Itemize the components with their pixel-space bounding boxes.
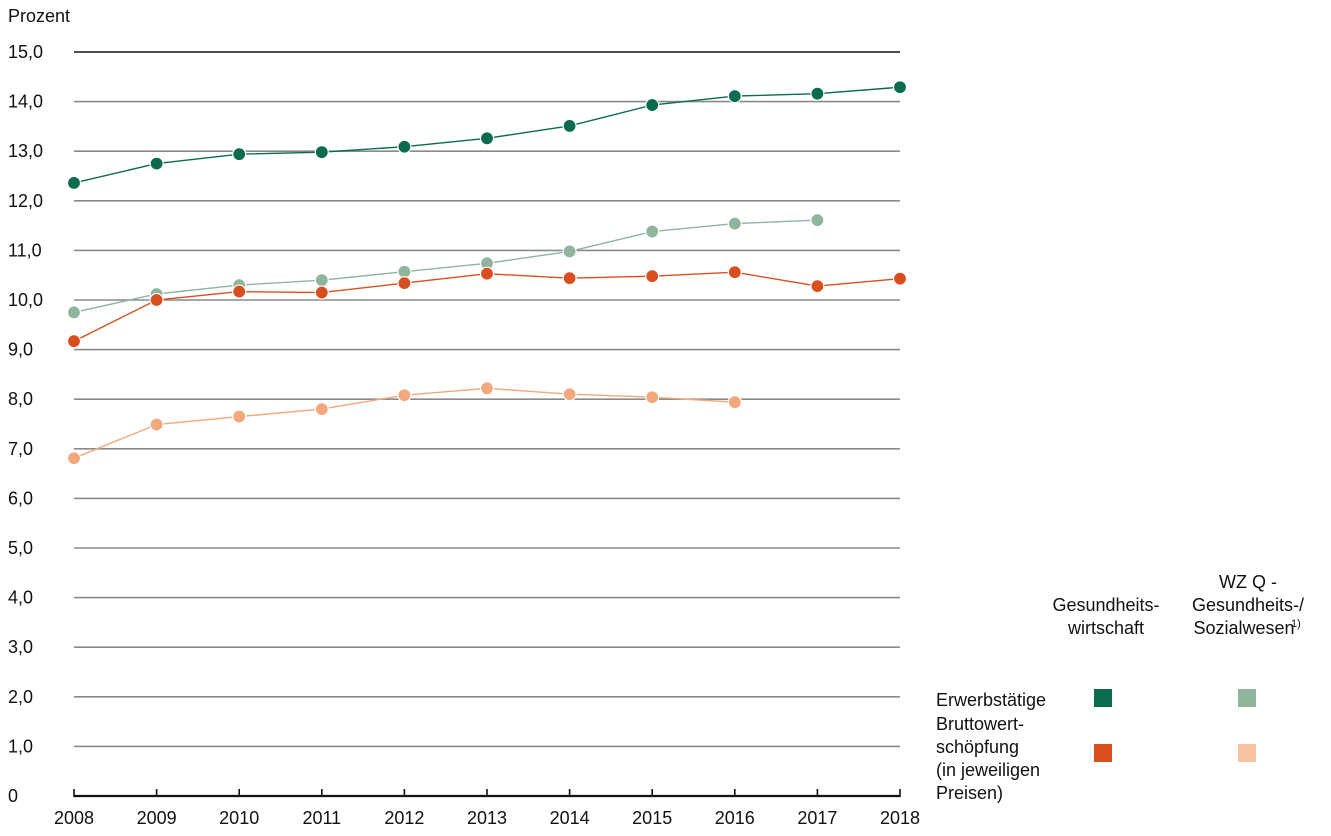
data-point-series-2 — [562, 244, 577, 259]
x-tick-label: 2012 — [384, 808, 424, 828]
series-line-2 — [73, 219, 818, 314]
y-tick-label: 6,0 — [8, 488, 33, 508]
x-tick-label: 2010 — [219, 808, 259, 828]
x-tick-label: 2013 — [467, 808, 507, 828]
data-point-series-3 — [479, 266, 495, 281]
x-tick-label: 2015 — [632, 808, 672, 828]
data-point-series-3 — [810, 279, 825, 294]
data-point-series-3 — [727, 265, 742, 280]
y-tick-label: 10,0 — [8, 290, 43, 310]
x-tick-label: 2017 — [797, 808, 837, 828]
y-tick-label: 14,0 — [8, 92, 43, 112]
legend-row-bws-line3: (in jeweiligen — [936, 760, 1040, 780]
x-tick-label: 2008 — [54, 808, 94, 828]
x-tick-label: 2014 — [550, 808, 590, 828]
data-point-series-2 — [727, 216, 742, 231]
legend-swatch-erwerbstaetige-wzq — [1238, 689, 1256, 707]
legend-header-wzq-line1: WZ Q - — [1219, 572, 1277, 592]
y-tick-label: 13,0 — [8, 141, 43, 161]
legend-swatch-bws-gesundheitswirtschaft — [1094, 744, 1112, 762]
y-tick-label: 5,0 — [8, 538, 33, 558]
axes: 0 1,0 2,0 3,0 4,0 5,0 6,0 7,0 8,0 9,0 10,0 11,0 12,0… — [8, 42, 920, 828]
data-point-series-3 — [66, 334, 82, 349]
y-tick-label: 12,0 — [8, 191, 43, 211]
data-point-series-3 — [892, 271, 908, 286]
data-point-series-2 — [314, 273, 329, 288]
x-tick-label: 2016 — [715, 808, 755, 828]
legend-header-wzq-line3: Sozialwesen — [1193, 618, 1294, 638]
data-points — [66, 80, 908, 466]
data-point-series-1 — [810, 86, 825, 101]
series-line-3 — [73, 271, 901, 342]
data-point-series-4 — [562, 387, 577, 402]
data-point-series-3 — [232, 284, 247, 299]
legend-row-bws-line1: Bruttowert- — [936, 714, 1024, 734]
data-point-series-1 — [232, 147, 247, 162]
data-point-series-3 — [645, 269, 660, 284]
y-axis-unit-label: Prozent — [8, 6, 70, 26]
data-point-series-4 — [314, 402, 329, 417]
data-point-series-4 — [645, 390, 660, 405]
data-point-series-1 — [645, 97, 660, 113]
y-tick-label: 0 — [8, 786, 18, 806]
x-tick-label: 2018 — [880, 808, 920, 828]
data-point-series-1 — [892, 80, 908, 95]
y-tick-label: 2,0 — [8, 687, 33, 707]
y-tick-label: 4,0 — [8, 588, 33, 608]
grid-lines — [74, 100, 900, 748]
y-tick-label: 15,0 — [8, 42, 43, 62]
data-point-series-3 — [314, 285, 329, 300]
y-tick-label: 11,0 — [8, 240, 42, 260]
y-tick-label: 8,0 — [8, 389, 33, 409]
data-point-series-4 — [727, 395, 742, 410]
data-point-series-2 — [810, 213, 825, 228]
data-point-series-2 — [645, 224, 660, 239]
x-tick-label: 2011 — [302, 808, 341, 828]
data-point-series-1 — [66, 175, 82, 191]
y-tick-label: 1,0 — [8, 736, 33, 756]
data-point-series-4 — [149, 417, 164, 432]
legend-row-bws-line4: Preisen) — [936, 783, 1003, 803]
legend-header-wzq-line2: Gesundheits-/ — [1192, 595, 1304, 615]
data-point-series-1 — [479, 131, 495, 146]
data-point-series-1 — [562, 118, 577, 134]
data-point-series-1 — [314, 145, 329, 160]
y-tick-label: 9,0 — [8, 340, 33, 360]
y-tick-label: 7,0 — [8, 439, 33, 459]
data-point-series-4 — [479, 381, 495, 396]
data-point-series-3 — [149, 292, 164, 308]
data-point-series-1 — [397, 139, 412, 154]
data-point-series-1 — [727, 89, 742, 104]
legend-header-gesundheitswirtschaft-line2: wirtschaft — [1067, 618, 1144, 638]
legend-row-erwerbstaetige: Erwerbstätige — [936, 690, 1046, 710]
data-point-series-4 — [66, 451, 82, 466]
data-point-series-3 — [397, 276, 412, 291]
data-point-series-4 — [397, 388, 412, 403]
legend-footnote-marker: 1) — [1291, 618, 1301, 630]
legend-row-bws-line2: schöpfung — [936, 737, 1019, 757]
y-tick-label: 3,0 — [8, 637, 33, 657]
x-tick-label: 2009 — [137, 808, 177, 828]
legend-swatch-bws-wzq — [1238, 744, 1256, 762]
data-point-series-4 — [232, 409, 247, 424]
data-point-series-1 — [149, 156, 164, 171]
legend-swatch-erwerbstaetige-gesundheitswirtschaft — [1094, 689, 1112, 707]
data-point-series-2 — [66, 305, 82, 320]
legend: Gesundheits- wirtschaft WZ Q - Gesundhei… — [936, 572, 1304, 803]
data-point-series-3 — [562, 271, 577, 286]
legend-header-gesundheitswirtschaft-line1: Gesundheits- — [1052, 595, 1159, 615]
